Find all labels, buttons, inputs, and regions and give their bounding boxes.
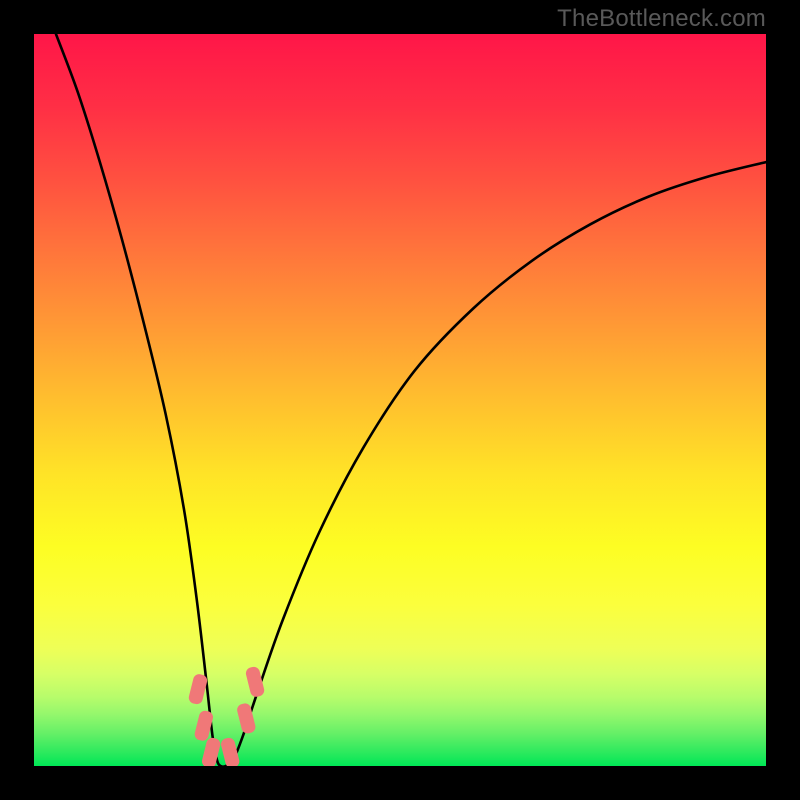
- watermark-text: TheBottleneck.com: [557, 5, 766, 33]
- chart-plot-area: [34, 34, 766, 766]
- gradient-background: [34, 34, 766, 766]
- chart-svg: [34, 34, 766, 766]
